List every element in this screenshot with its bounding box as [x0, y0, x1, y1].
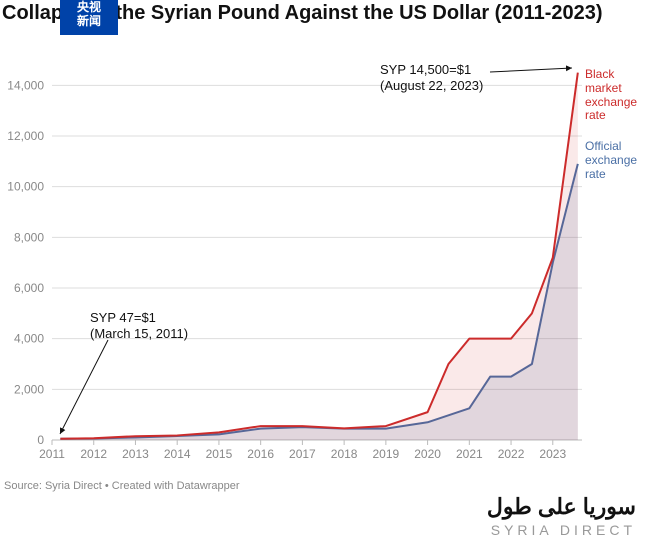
annotation-start: SYP 47=$1(March 15, 2011) — [90, 310, 188, 341]
svg-text:2,000: 2,000 — [14, 382, 44, 396]
svg-text:2020: 2020 — [414, 447, 441, 461]
svg-text:2023: 2023 — [539, 447, 566, 461]
svg-text:2022: 2022 — [498, 447, 525, 461]
annotation-end: SYP 14,500=$1(August 22, 2023) — [380, 62, 483, 93]
brand-english: SYRIA DIRECT — [491, 522, 636, 538]
brand-arabic: سوريا على طول — [487, 494, 636, 520]
svg-text:8,000: 8,000 — [14, 230, 44, 244]
svg-text:2015: 2015 — [206, 447, 233, 461]
svg-text:2014: 2014 — [164, 447, 191, 461]
svg-text:14,000: 14,000 — [7, 78, 44, 92]
line-chart: 0 2,000 4,000 6,000 8,000 10,000 12,000 14,000 2… — [0, 0, 650, 543]
svg-text:2018: 2018 — [331, 447, 358, 461]
svg-text:2017: 2017 — [289, 447, 316, 461]
svg-text:2013: 2013 — [122, 447, 149, 461]
series-label-black_market: Black marketexchange rate — [585, 68, 650, 123]
series-label-official: Officialexchange rate — [585, 140, 650, 181]
svg-text:2012: 2012 — [80, 447, 107, 461]
svg-text:2011: 2011 — [39, 447, 65, 461]
svg-text:4,000: 4,000 — [14, 332, 44, 346]
svg-text:12,000: 12,000 — [7, 129, 44, 143]
svg-text:2019: 2019 — [373, 447, 400, 461]
svg-text:0: 0 — [37, 433, 44, 447]
svg-text:2016: 2016 — [247, 447, 274, 461]
svg-text:10,000: 10,000 — [7, 180, 44, 194]
svg-text:2021: 2021 — [456, 447, 483, 461]
source-text: Source: Syria Direct • Created with Data… — [4, 480, 240, 492]
svg-text:6,000: 6,000 — [14, 281, 44, 295]
